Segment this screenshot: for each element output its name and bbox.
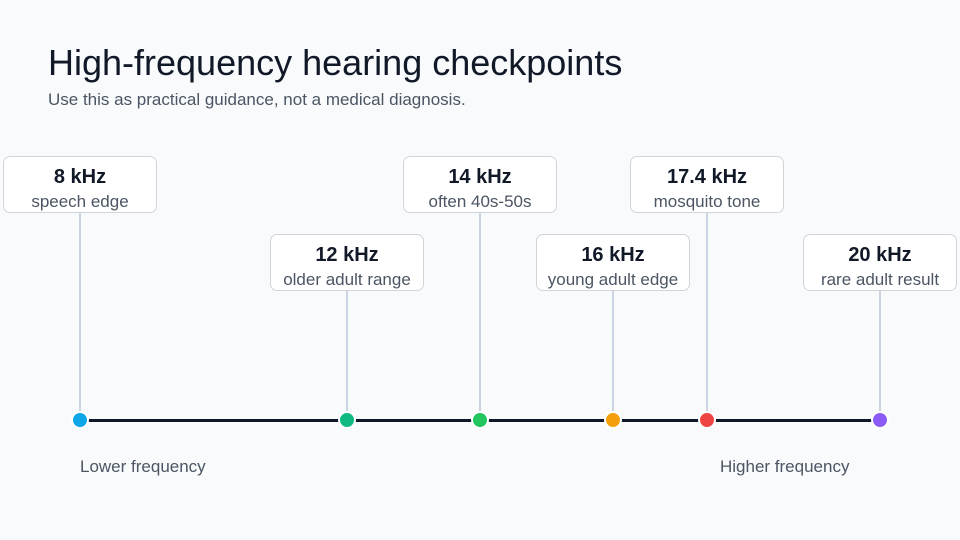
checkpoint-stem (79, 176, 81, 420)
checkpoint-label: often 40s-50s (428, 192, 532, 211)
checkpoint-card: 17.4 kHz mosquito tone (630, 156, 784, 213)
checkpoint-stem (879, 254, 881, 420)
checkpoint-dot (698, 411, 716, 429)
checkpoint-label: mosquito tone (653, 192, 761, 211)
checkpoint-stem (479, 176, 481, 420)
checkpoint-card: 14 kHz often 40s-50s (403, 156, 557, 213)
checkpoint-stem (346, 254, 348, 420)
checkpoint-card: 8 kHz speech edge (3, 156, 157, 213)
checkpoint-dot (871, 411, 889, 429)
checkpoint-dot (338, 411, 356, 429)
checkpoint-dot (71, 411, 89, 429)
page-subtitle: Use this as practical guidance, not a me… (48, 90, 466, 109)
axis-high-label: Higher frequency (720, 457, 850, 476)
checkpoint-dot (471, 411, 489, 429)
checkpoint-label: speech edge (31, 192, 129, 211)
checkpoint-card: 16 kHz young adult edge (536, 234, 690, 291)
checkpoint-card: 20 kHz rare adult result (803, 234, 957, 291)
checkpoint-frequency: 12 kHz (315, 244, 379, 266)
axis-low-label: Lower frequency (80, 457, 206, 476)
page-title: High-frequency hearing checkpoints (48, 42, 623, 83)
checkpoint-frequency: 16 kHz (581, 244, 645, 266)
checkpoint-frequency: 17.4 kHz (666, 166, 748, 188)
checkpoint-stem (612, 254, 614, 420)
checkpoint-frequency: 14 kHz (448, 166, 512, 188)
checkpoint-label: young adult edge (547, 270, 679, 289)
checkpoint-label: older adult range (283, 270, 411, 289)
checkpoint-dot (604, 411, 622, 429)
checkpoint-stem (706, 176, 708, 420)
checkpoint-frequency: 8 kHz (53, 166, 107, 188)
checkpoint-label: rare adult result (820, 270, 940, 289)
checkpoint-frequency: 20 kHz (848, 244, 912, 266)
checkpoint-card: 12 kHz older adult range (270, 234, 424, 291)
